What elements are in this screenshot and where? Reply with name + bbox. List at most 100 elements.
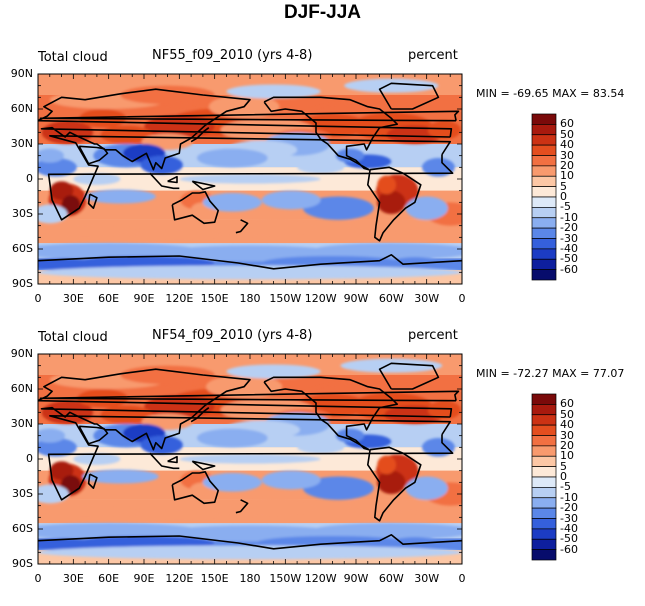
- coastline: [190, 127, 210, 143]
- left-title: Total cloud: [38, 50, 108, 65]
- field-region: [202, 193, 262, 212]
- field-region: [38, 148, 64, 163]
- colorbar-swatch: [531, 113, 557, 125]
- colorbar-swatch: [531, 424, 557, 436]
- field-region: [344, 78, 439, 93]
- lon-tick-label: 0: [458, 572, 466, 585]
- field-region: [226, 364, 321, 379]
- colorbar-level-label: 40: [560, 418, 574, 432]
- coastline: [190, 407, 210, 423]
- lon-tick-label: 60W: [378, 572, 404, 585]
- colorbar-swatch: [531, 155, 557, 167]
- colorbar-swatch: [531, 238, 557, 250]
- lon-tick-label: 90W: [343, 572, 369, 585]
- lon-tick-label: 120E: [165, 292, 194, 305]
- lat-tick-label: 60N: [10, 382, 33, 395]
- coastline: [87, 473, 98, 489]
- field-region: [405, 476, 448, 500]
- coastline: [149, 452, 180, 470]
- colorbar-level-label: -60: [560, 262, 578, 276]
- colorbar-swatch: [531, 549, 557, 561]
- center-title: NF55_f09_2010 (yrs 4-8): [152, 48, 313, 63]
- lon-tick-label: 60W: [378, 292, 404, 305]
- lon-tick-label: 0: [458, 292, 466, 305]
- lon-tick-label: 120W: [304, 292, 337, 305]
- field-region: [303, 476, 374, 500]
- colorbar-swatch: [531, 207, 557, 219]
- field-region: [226, 498, 321, 518]
- field-region: [344, 218, 439, 233]
- lat-tick-label: 90N: [10, 347, 33, 360]
- coastline: [78, 145, 109, 165]
- lat-tick-label: 30N: [10, 137, 33, 150]
- lat-tick-label: 90N: [10, 67, 33, 80]
- map-panel-2: Total cloud NF54_f09_2010 (yrs 4-8) perc…: [0, 326, 645, 606]
- field-region: [297, 441, 345, 454]
- colorbar-level-label: -40: [560, 241, 578, 255]
- lat-tick-label: 60N: [10, 102, 33, 115]
- colorbar-swatch: [531, 455, 557, 467]
- coastline: [38, 88, 453, 171]
- colorbar-swatch: [531, 144, 557, 156]
- colorbar-swatch: [531, 528, 557, 540]
- map-field: [38, 74, 462, 284]
- colorbar-swatch: [531, 538, 557, 550]
- field-region: [202, 473, 262, 492]
- colorbar-swatch: [531, 227, 557, 239]
- lon-tick-label: 90E: [133, 292, 155, 305]
- lon-tick-label: 180: [239, 292, 261, 305]
- field-region: [377, 190, 406, 214]
- field-region: [377, 455, 397, 475]
- field-region: [335, 148, 365, 163]
- colorbar-swatch: [531, 269, 557, 281]
- field-region: [38, 258, 97, 270]
- lon-tick-label: 150E: [200, 292, 229, 305]
- lon-tick-label: 30E: [62, 292, 84, 305]
- colorbar-svg: [531, 113, 557, 281]
- coastline: [235, 499, 249, 514]
- colorbar-level-label: -30: [560, 511, 578, 525]
- min-max-readout: MIN = -72.27 MAX = 77.07: [476, 367, 625, 380]
- lon-tick-label: 150E: [200, 572, 229, 585]
- coastline: [378, 82, 440, 110]
- min-max-readout: MIN = -69.65 MAX = 83.54: [476, 87, 625, 100]
- colorbar-swatch: [531, 165, 557, 177]
- coastline: [171, 471, 219, 505]
- lat-tick-label: 30N: [10, 417, 33, 430]
- field-region: [340, 358, 443, 373]
- field-region: [427, 120, 461, 140]
- colorbar-level-label: 60: [560, 117, 574, 131]
- field-region: [73, 453, 121, 465]
- colorbar-svg: [531, 393, 557, 561]
- colorbar-swatch: [531, 435, 557, 447]
- coastline: [38, 254, 462, 270]
- colorbar-level-label: -5: [560, 200, 571, 214]
- field-region: [179, 174, 321, 184]
- colorbar-level-label: 5: [560, 459, 567, 473]
- colorbar-level-label: -30: [560, 231, 578, 245]
- colorbar-swatch: [531, 487, 557, 499]
- field-region: [61, 195, 81, 215]
- colorbar-swatch: [531, 175, 557, 187]
- field-region: [38, 538, 97, 550]
- colorbar-swatch: [531, 134, 557, 146]
- coastline: [87, 193, 98, 209]
- field-region: [140, 435, 183, 455]
- field-region: [38, 158, 77, 177]
- units-title: percent: [408, 328, 458, 343]
- lon-tick-label: 120W: [304, 572, 337, 585]
- left-title: Total cloud: [38, 330, 108, 345]
- field-region: [38, 438, 77, 457]
- colorbar-swatch: [531, 414, 557, 426]
- coastline: [47, 135, 454, 221]
- colorbar-swatch: [531, 248, 557, 260]
- field-region: [377, 470, 406, 494]
- coastline: [167, 455, 178, 464]
- field-region: [132, 228, 227, 242]
- colorbar-level-label: 10: [560, 449, 574, 463]
- field-region: [344, 498, 439, 513]
- figure-title: DJF-JJA: [283, 2, 362, 23]
- field-region: [226, 84, 321, 99]
- field-region: [82, 469, 159, 484]
- field-region: [38, 428, 66, 443]
